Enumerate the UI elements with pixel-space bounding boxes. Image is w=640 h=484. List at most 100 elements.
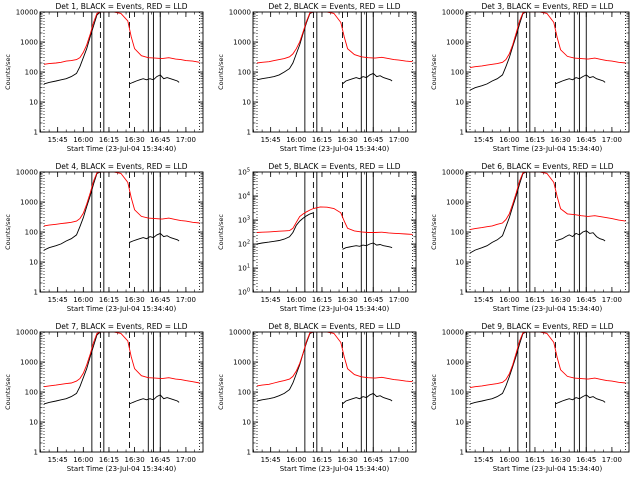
events-series-line	[342, 242, 393, 250]
x-tick-label: 16:45	[150, 136, 170, 144]
detector-panel-1: Det 1, BLACK = Events, RED = LLD Counts/s…	[4, 2, 204, 153]
y-axis-label: Counts/sec	[430, 54, 438, 90]
detector-panel-7: Det 7, BLACK = Events, RED = LLD Counts/s…	[4, 322, 204, 473]
y-tick-label: 100	[25, 389, 38, 397]
panel-title: Det 4, BLACK = Events, RED = LLD	[55, 162, 187, 171]
x-tick-label: 16:45	[576, 296, 596, 304]
lld-series-line	[256, 12, 413, 64]
x-tick-label: 16:30	[551, 296, 571, 304]
x-tick-label: 15:45	[48, 456, 68, 464]
y-tick-exponent: 2	[247, 240, 250, 246]
y-axis-label: Counts/sec	[4, 214, 12, 250]
detector-panel-5: Det 5, BLACK = Events, RED = LLD Counts/s…	[217, 162, 417, 313]
x-tick-label: 15:45	[48, 136, 68, 144]
y-tick-label: 100	[25, 229, 38, 237]
x-axis-label: Start Time (23-Jul-04 15:34:40)	[280, 305, 390, 313]
lld-series-line	[43, 332, 200, 388]
x-tick-label: 15:45	[474, 296, 494, 304]
detector-panel-9: Det 9, BLACK = Events, RED = LLD Counts/s…	[430, 322, 630, 473]
lld-series-line	[43, 12, 200, 65]
y-tick-label: 10000	[442, 169, 464, 177]
x-axis-label: Start Time (23-Jul-04 15:34:40)	[493, 145, 603, 153]
y-tick-label: 1000	[446, 359, 464, 367]
events-series-line	[555, 394, 606, 405]
y-tick-label: 1	[460, 129, 464, 137]
plot-frame	[39, 11, 204, 133]
y-tick-label: 100	[451, 69, 464, 77]
x-tick-label: 16:00	[73, 296, 93, 304]
detector-panel-6: Det 6, BLACK = Events, RED = LLD Counts/s…	[430, 162, 630, 313]
x-tick-label: 17:00	[389, 456, 409, 464]
y-tick-label: 103	[238, 216, 250, 225]
x-tick-label: 16:15	[99, 136, 119, 144]
panel-title: Det 1, BLACK = Events, RED = LLD	[55, 2, 187, 11]
events-series-line	[342, 72, 393, 85]
y-tick-label: 1	[247, 129, 251, 137]
lld-series-line	[469, 12, 626, 69]
y-tick-label: 1	[247, 449, 251, 457]
detector-panel-2: Det 2, BLACK = Events, RED = LLD Counts/s…	[217, 2, 417, 153]
y-tick-label: 10000	[229, 9, 251, 17]
x-tick-label: 17:00	[602, 456, 622, 464]
x-tick-label: 16:30	[551, 136, 571, 144]
plot-frame	[465, 11, 630, 133]
events-series-line	[256, 212, 314, 245]
y-tick-exponent: 3	[247, 216, 250, 222]
x-tick-label: 15:45	[261, 136, 281, 144]
detector-panel-4: Det 4, BLACK = Events, RED = LLD Counts/s…	[4, 162, 204, 313]
y-tick-label: 10	[242, 99, 251, 107]
events-series-line	[342, 392, 393, 405]
y-tick-label: 10000	[442, 9, 464, 17]
y-tick-exponent: 5	[247, 168, 250, 174]
detector-panel-3: Det 3, BLACK = Events, RED = LLD Counts/s…	[430, 2, 630, 153]
plot-frame	[252, 11, 417, 133]
y-tick-label: 1000	[233, 359, 251, 367]
y-tick-exponent: 4	[247, 192, 250, 198]
x-tick-label: 16:00	[286, 456, 306, 464]
y-axis-label: Counts/sec	[430, 374, 438, 410]
y-tick-label: 1000	[20, 199, 38, 207]
y-tick-label: 1000	[233, 39, 251, 47]
panel-title: Det 2, BLACK = Events, RED = LLD	[268, 2, 400, 11]
x-tick-label: 15:45	[261, 456, 281, 464]
x-tick-label: 15:45	[261, 296, 281, 304]
x-tick-label: 16:15	[312, 296, 332, 304]
y-axis-label: Counts/sec	[217, 54, 225, 90]
events-series-line	[43, 12, 101, 85]
x-axis-label: Start Time (23-Jul-04 15:34:40)	[280, 465, 390, 473]
y-tick-label: 10000	[16, 329, 38, 337]
x-tick-label: 16:30	[125, 296, 145, 304]
x-tick-label: 16:00	[73, 456, 93, 464]
x-tick-label: 17:00	[176, 136, 196, 144]
y-axis-label: Counts/sec	[430, 214, 438, 250]
x-axis-label: Start Time (23-Jul-04 15:34:40)	[493, 305, 603, 313]
x-tick-label: 15:45	[474, 456, 494, 464]
x-tick-label: 16:15	[312, 136, 332, 144]
y-tick-label: 100	[238, 69, 251, 77]
events-series-line	[129, 74, 180, 85]
lld-series-line	[256, 332, 413, 387]
x-tick-label: 16:00	[499, 296, 519, 304]
x-tick-label: 16:00	[499, 456, 519, 464]
x-tick-label: 16:45	[576, 136, 596, 144]
x-tick-label: 16:00	[286, 296, 306, 304]
y-tick-label: 100	[238, 288, 250, 297]
y-tick-label: 10000	[16, 169, 38, 177]
y-tick-label: 10	[29, 259, 38, 267]
x-tick-label: 16:30	[338, 296, 358, 304]
panel-title: Det 8, BLACK = Events, RED = LLD	[268, 322, 400, 331]
x-axis-label: Start Time (23-Jul-04 15:34:40)	[67, 145, 177, 153]
y-tick-base: 10	[238, 217, 247, 225]
y-tick-exponent: 0	[247, 288, 250, 294]
y-axis-label: Counts/sec	[217, 374, 225, 410]
x-tick-label: 16:30	[338, 136, 358, 144]
y-axis-label: Counts/sec	[217, 214, 225, 250]
y-tick-exponent: 1	[247, 264, 250, 270]
y-tick-label: 10000	[229, 329, 251, 337]
x-tick-label: 16:00	[499, 136, 519, 144]
lld-series-line	[43, 172, 200, 227]
y-tick-label: 10	[242, 419, 251, 427]
x-axis-label: Start Time (23-Jul-04 15:34:40)	[493, 465, 603, 473]
x-tick-label: 16:15	[525, 296, 545, 304]
events-series-line	[469, 332, 527, 405]
